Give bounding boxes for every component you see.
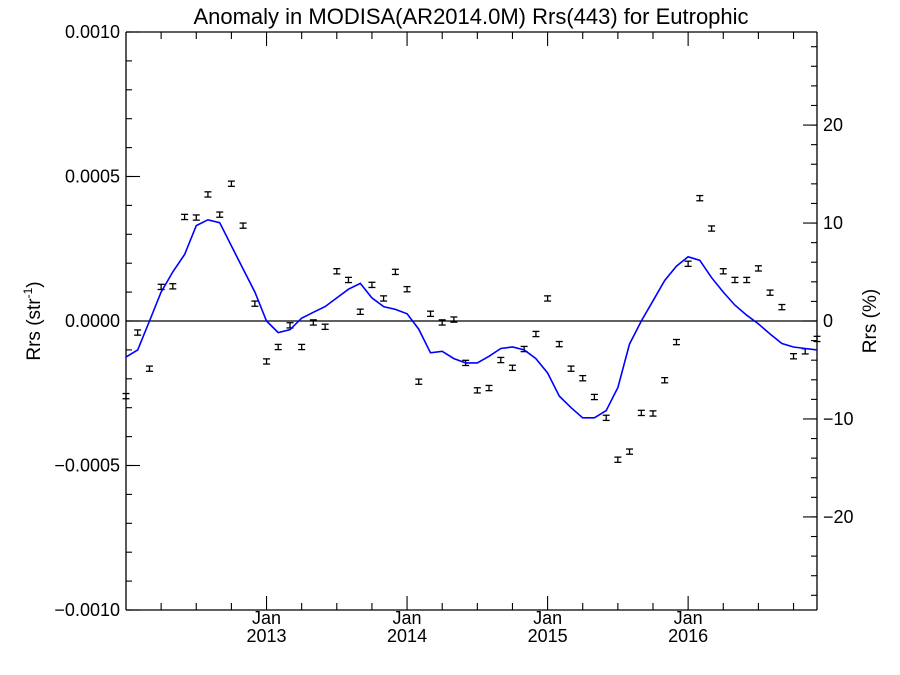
errorbar-point bbox=[227, 180, 235, 187]
errorbar-point bbox=[731, 276, 739, 284]
errorbar-point bbox=[216, 211, 224, 218]
right-tick-label: 20 bbox=[823, 115, 843, 135]
errorbar-point bbox=[696, 194, 704, 202]
errorbar-point bbox=[239, 222, 247, 229]
errorbar-point bbox=[391, 268, 399, 276]
errorbar-point bbox=[134, 329, 142, 336]
errorbar-point bbox=[380, 295, 388, 302]
errorbar-point bbox=[813, 335, 821, 343]
y-axis-label-left-superscript: -1 bbox=[21, 287, 35, 298]
errorbar-point bbox=[626, 448, 634, 455]
errorbar-point bbox=[368, 281, 376, 289]
errorbar-point bbox=[555, 340, 563, 348]
y-axis-label-left-main: Rrs (str bbox=[24, 298, 45, 361]
errorbar-point bbox=[754, 265, 762, 272]
errorbar-point bbox=[427, 310, 435, 318]
errorbar-point bbox=[438, 319, 446, 326]
errorbar-point bbox=[532, 330, 540, 338]
errorbar-point bbox=[333, 268, 341, 275]
errorbar-point bbox=[579, 374, 587, 382]
minor-ticks bbox=[126, 31, 817, 611]
errorbar-point bbox=[403, 285, 411, 293]
errorbar-point bbox=[169, 283, 177, 290]
errorbar-point bbox=[590, 393, 598, 401]
errorbar-point bbox=[790, 353, 798, 360]
x-tick-year-label: 2013 bbox=[247, 626, 287, 646]
errorbar-point bbox=[708, 225, 716, 232]
errorbar-point bbox=[122, 392, 130, 400]
y-axis-label-left-close: ) bbox=[24, 281, 45, 287]
left-tick-label: −0.0005 bbox=[54, 456, 120, 476]
errorbar-point bbox=[497, 356, 505, 364]
x-tick-year-label: 2016 bbox=[668, 626, 708, 646]
left-tick-label: 0.0005 bbox=[65, 167, 120, 187]
errorbar-point bbox=[637, 409, 645, 417]
x-tick-month-label: Jan bbox=[533, 608, 562, 628]
x-tick-year-label: 2014 bbox=[387, 626, 427, 646]
errorbar-point bbox=[473, 387, 481, 394]
errorbar-point bbox=[145, 365, 153, 372]
left-axis-ticks: 0.0010 0.0005 0.0000 −0.0005 −0.0010 bbox=[54, 22, 140, 620]
errorbar-point bbox=[298, 343, 306, 351]
right-tick-label: −10 bbox=[823, 409, 854, 429]
errorbar-point bbox=[263, 358, 271, 365]
chart-title: Anomaly in MODISA(AR2014.0M) Rrs(443) fo… bbox=[193, 4, 748, 29]
y-axis-label-left: Rrs (str-1) bbox=[21, 281, 45, 360]
smoothed-anomaly-line bbox=[125, 218, 818, 419]
y-axis-label-right: Rrs (%) bbox=[860, 289, 881, 353]
left-tick-label: −0.0010 bbox=[54, 600, 120, 620]
x-tick-month-label: Jan bbox=[252, 608, 281, 628]
errorbar-point bbox=[661, 376, 669, 384]
errorbar-point bbox=[251, 300, 259, 307]
errorbar-point bbox=[485, 384, 493, 392]
errorbar-point bbox=[567, 365, 575, 372]
right-tick-label: 0 bbox=[823, 311, 833, 331]
errorbar-point bbox=[309, 319, 317, 326]
errorbar-point bbox=[649, 410, 657, 417]
errorbar-point bbox=[602, 414, 610, 422]
left-tick-label: 0.0000 bbox=[65, 311, 120, 331]
errorbar-point bbox=[415, 378, 423, 385]
errorbar-point bbox=[672, 338, 680, 346]
errorbar-point bbox=[544, 295, 552, 302]
errorbar-point bbox=[778, 303, 786, 311]
errorbar-point bbox=[508, 364, 516, 372]
right-axis-ticks: 20 10 0 −10 −20 bbox=[803, 115, 854, 527]
errorbar-point bbox=[204, 191, 212, 198]
errorbar-point bbox=[719, 268, 727, 275]
smoothed-line-series bbox=[125, 218, 818, 419]
errorbar-point bbox=[743, 276, 751, 284]
x-tick-month-label: Jan bbox=[393, 608, 422, 628]
x-tick-month-label: Jan bbox=[674, 608, 703, 628]
errorbar-point bbox=[181, 213, 189, 221]
errorbar-point bbox=[356, 308, 364, 316]
errorbar-point bbox=[766, 289, 774, 296]
errorbar-series bbox=[122, 180, 821, 463]
right-tick-label: −20 bbox=[823, 507, 854, 527]
errorbar-point bbox=[321, 323, 329, 331]
errorbar-point bbox=[684, 260, 692, 268]
errorbar-point bbox=[344, 276, 352, 284]
errorbar-point bbox=[192, 214, 200, 221]
left-tick-label: 0.0010 bbox=[65, 22, 120, 42]
errorbar-point bbox=[450, 316, 458, 323]
errorbar-point bbox=[614, 456, 622, 463]
x-tick-year-label: 2015 bbox=[528, 626, 568, 646]
right-tick-label: 10 bbox=[823, 213, 843, 233]
errorbar-point bbox=[274, 343, 282, 351]
